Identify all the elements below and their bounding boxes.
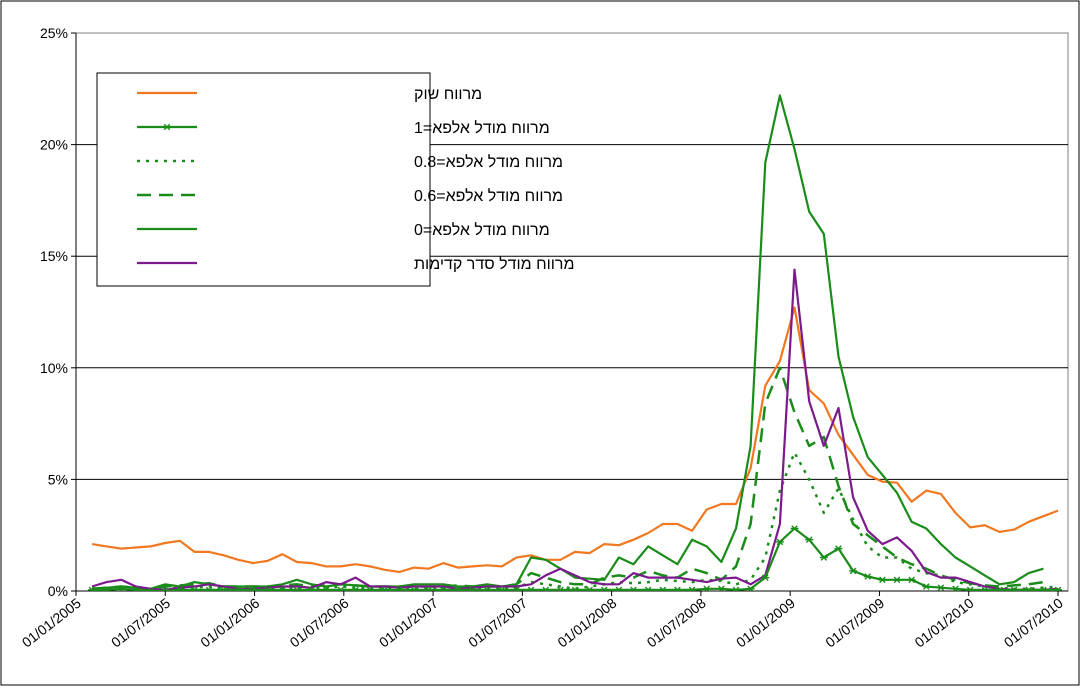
legend-label: מרווח מודל אלפא=0.8: [414, 153, 563, 171]
legend-label: מרווח מודל אלפא=0.6: [414, 187, 563, 205]
y-tick-label: 10%: [40, 360, 68, 376]
legend-label: מרווח מודל אלפא=0: [414, 221, 550, 239]
y-tick-label: 25%: [40, 25, 68, 41]
legend-label: מרווח מודל סדר קדימות: [414, 255, 574, 273]
legend-label: מרווח מודל אלפא=1: [414, 119, 550, 137]
y-tick-label: 5%: [48, 471, 68, 487]
y-tick-label: 20%: [40, 137, 68, 153]
y-tick-label: 0%: [48, 583, 68, 599]
y-tick-label: 15%: [40, 248, 68, 264]
legend-label: מרווח שוק: [414, 86, 482, 103]
legend-box: [97, 73, 430, 286]
